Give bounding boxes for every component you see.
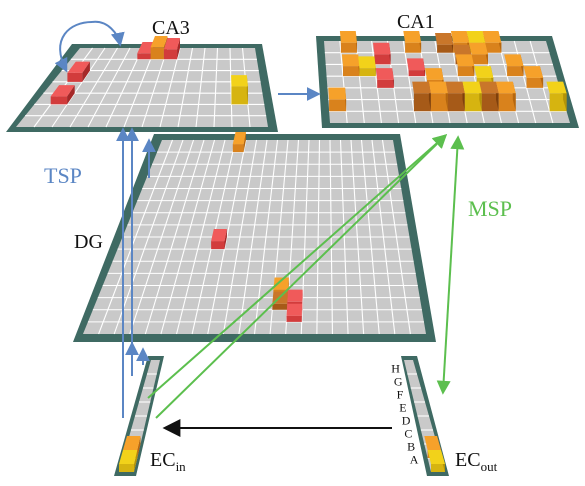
ca1-active-cell (328, 88, 346, 112)
ca1-active-cell (342, 54, 360, 76)
dg-grid (73, 132, 436, 342)
ca1-active-cell (376, 68, 394, 88)
tsp-label: TSP (44, 163, 82, 188)
msp-label: MSP (468, 196, 512, 221)
ca1-active-cell (373, 43, 391, 65)
ec-letter-label: A (410, 453, 419, 467)
ec-letter-label: H (391, 362, 400, 376)
ec-letter-label: G (394, 375, 403, 389)
dg-label: DG (74, 231, 103, 253)
ec-letter-label: B (407, 440, 415, 454)
ca1-active-cell (479, 82, 498, 112)
dg-active-cell (272, 292, 288, 310)
ca1-active-cell (358, 56, 376, 76)
ca1-active-cell (412, 82, 431, 112)
ec-letter-label: F (397, 388, 404, 402)
ca1-active-cell (429, 82, 448, 112)
ca1-active-cell (463, 82, 482, 112)
ca1-active-cell (403, 31, 421, 53)
ca1-active-cell (435, 33, 453, 53)
ec-out-label: ECout (455, 449, 498, 474)
ca3-label: CA3 (152, 17, 190, 39)
ca3-grid (6, 36, 278, 132)
ca1-active-cell (496, 82, 516, 112)
ca1-label: CA1 (397, 11, 435, 33)
ec-in-label: ECin (150, 449, 186, 474)
ec-letter-label: E (399, 401, 406, 415)
dg-active-cell (287, 304, 303, 322)
ca1-active-cell (407, 58, 425, 76)
ca1-active-cell (340, 31, 357, 53)
ca1-active-cell (456, 54, 475, 76)
ca3-active-cell (231, 75, 248, 104)
ca1-grid (316, 31, 579, 128)
ec-letter-label: C (404, 427, 412, 441)
ec-letter-label: D (402, 414, 411, 428)
dg-active-cell (211, 229, 227, 249)
ca1-active-cell (446, 82, 465, 112)
